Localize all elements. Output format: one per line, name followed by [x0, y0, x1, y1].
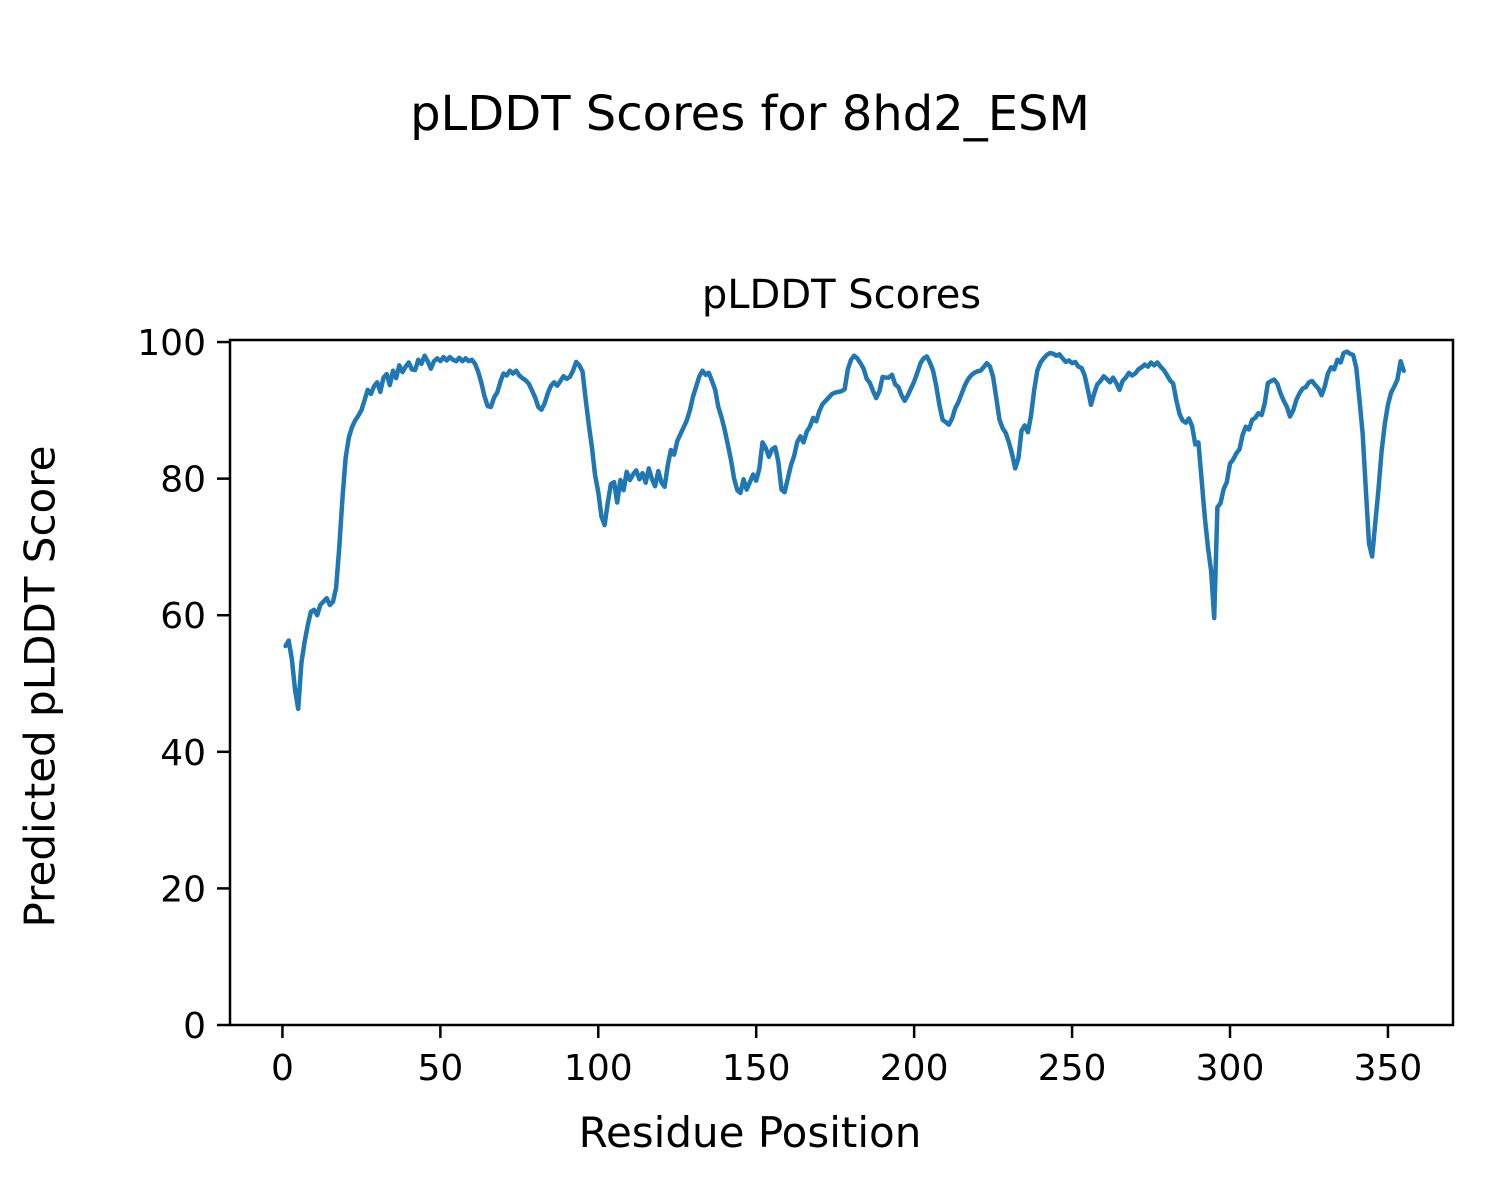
x-tick-label: 300 [1196, 1048, 1265, 1089]
plddt-line-series [283, 349, 1406, 712]
x-tick-label: 150 [722, 1048, 791, 1089]
axes-title: pLDDT Scores [701, 272, 982, 318]
y-tick-label: 0 [183, 1006, 206, 1047]
y-tick-label: 100 [137, 323, 206, 364]
x-tick-label: 250 [1038, 1048, 1107, 1089]
x-tick-label: 350 [1354, 1048, 1423, 1089]
y-tick-label: 20 [160, 869, 206, 910]
y-tick-label: 60 [160, 596, 206, 637]
y-tick-label: 40 [160, 733, 206, 774]
axis-tick-labels: 0 50 100 150 200 250 300 350 0 20 40 60 80 100 [137, 323, 1422, 1089]
x-tick-label: 50 [417, 1048, 463, 1089]
x-tick-label: 100 [564, 1048, 633, 1089]
y-tick-label: 80 [160, 460, 206, 501]
figure-title: pLDDT Scores for 8hd2_ESM [410, 86, 1090, 142]
axes-frame [228, 338, 1455, 1027]
y-axis-label: Predicted pLDDT Score [15, 445, 65, 928]
x-axis-label: Residue Position [578, 1108, 922, 1157]
x-tick-label: 0 [271, 1048, 294, 1089]
axis-ticks [217, 340, 1390, 1038]
x-tick-label: 200 [880, 1048, 949, 1089]
